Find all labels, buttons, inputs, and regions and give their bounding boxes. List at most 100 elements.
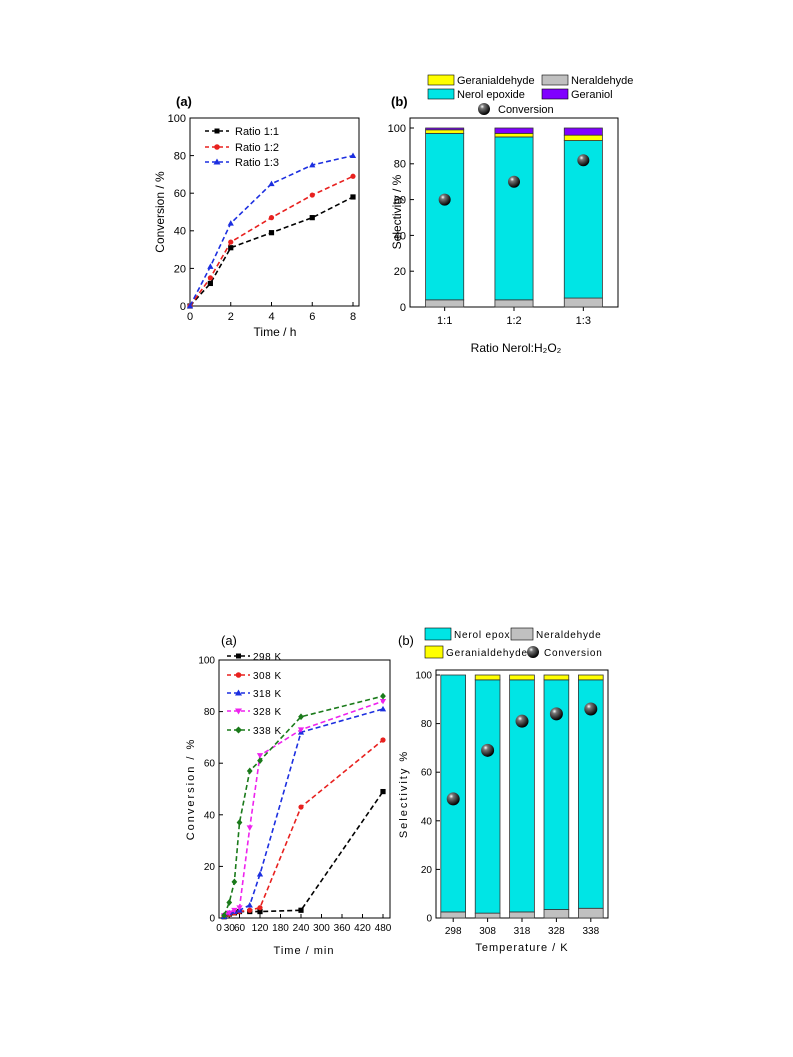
legend-marker bbox=[478, 103, 490, 115]
conversion-point bbox=[577, 154, 590, 167]
data-point bbox=[257, 757, 263, 764]
data-point bbox=[231, 878, 238, 886]
bar-segment bbox=[563, 297, 603, 308]
legend-marker bbox=[235, 708, 242, 715]
x-tick-label: 6 bbox=[309, 311, 315, 323]
data-point bbox=[207, 280, 213, 287]
bar-segment bbox=[474, 912, 501, 919]
legend-label: Geraniol bbox=[571, 89, 613, 101]
legend-item: Conversion bbox=[478, 103, 554, 116]
chart-top-a: (a) 0 20 40 60 80 100 0 2 4 6 8 Time / h Conversio… bbox=[153, 94, 360, 339]
bar-segment bbox=[578, 679, 604, 909]
legend-marker bbox=[235, 689, 242, 696]
bar-segment bbox=[425, 127, 465, 131]
y-tick-label: 80 bbox=[204, 707, 216, 718]
data-point bbox=[309, 192, 315, 198]
y-tick-label: 20 bbox=[174, 263, 186, 275]
bar-segment bbox=[440, 911, 466, 919]
y-axis-label: Conversion / % bbox=[185, 738, 197, 841]
data-point bbox=[380, 737, 386, 743]
x-axis-label: Time / min bbox=[274, 945, 335, 957]
y-tick-label: 20 bbox=[394, 266, 406, 278]
data-point bbox=[256, 871, 264, 877]
bar-segment bbox=[543, 909, 570, 919]
legend-swatch bbox=[427, 88, 455, 100]
data-point bbox=[247, 907, 253, 913]
legend-label: Nerol epoxide bbox=[457, 89, 525, 101]
x-tick-label: 120 bbox=[252, 923, 269, 934]
chart-top-b: (b) Geranialdehyde Neraldehyde Nerol epo… bbox=[388, 74, 633, 355]
y-axis-label: Selectivity / % bbox=[390, 174, 404, 249]
series-line bbox=[189, 196, 354, 307]
legend: Nerol epoxide Neraldehyde Geranialdehyde… bbox=[424, 627, 602, 659]
y-tick-label: 60 bbox=[421, 768, 433, 779]
bar-segment bbox=[509, 674, 535, 681]
data-point bbox=[349, 152, 357, 158]
legend-label: Ratio 1:1 bbox=[235, 126, 279, 138]
bar-segment bbox=[474, 674, 501, 681]
x-tick-label: 1:1 bbox=[437, 315, 452, 327]
data-point bbox=[298, 804, 304, 810]
legend-label: Geranialdehyde bbox=[446, 648, 528, 659]
legend-item: Nerol epoxide bbox=[424, 627, 525, 641]
x-tick-label: 318 bbox=[514, 926, 531, 937]
legend-item: Ratio 1:2 bbox=[205, 142, 279, 154]
x-tick-label: 1:3 bbox=[576, 315, 591, 327]
bar-segment bbox=[494, 136, 534, 301]
panel-label: (a) bbox=[176, 94, 192, 109]
y-tick-label: 100 bbox=[415, 671, 432, 682]
legend-item: Geranialdehyde bbox=[427, 74, 535, 87]
bar-segment bbox=[494, 132, 534, 138]
data-point bbox=[186, 302, 194, 309]
bar-segment bbox=[563, 140, 603, 299]
legend-marker bbox=[214, 144, 220, 150]
data-point bbox=[246, 767, 253, 775]
series-line bbox=[223, 695, 384, 916]
y-tick-label: 100 bbox=[168, 113, 186, 125]
panel-label: (a) bbox=[221, 633, 237, 648]
series bbox=[221, 698, 387, 919]
y-tick-label: 0 bbox=[426, 914, 432, 925]
x-tick-label: 360 bbox=[334, 923, 351, 934]
legend-item: Geraniol bbox=[541, 88, 613, 101]
conversion-point bbox=[584, 702, 598, 716]
conversion-point bbox=[508, 175, 520, 188]
conversion-point bbox=[438, 193, 451, 206]
y-tick-label: 100 bbox=[388, 123, 406, 135]
x-tick-label: 420 bbox=[354, 923, 371, 934]
legend-label: 328 K bbox=[253, 707, 282, 718]
legend-item: Neraldehyde bbox=[541, 74, 633, 87]
bar-segment bbox=[578, 907, 604, 919]
axes: 0 20 40 60 80 100 1:1 1:2 1:3 bbox=[388, 123, 591, 327]
legend-item: Conversion bbox=[527, 646, 602, 659]
y-tick-label: 40 bbox=[421, 816, 433, 827]
legend-label: Neraldehyde bbox=[536, 630, 602, 641]
legend-marker bbox=[527, 646, 539, 658]
bar-segment bbox=[509, 911, 535, 919]
conversion-point bbox=[549, 707, 563, 721]
data-point bbox=[379, 705, 387, 712]
x-axis-label: Temperature / K bbox=[475, 942, 568, 954]
data-point bbox=[257, 905, 263, 911]
legend-swatch bbox=[541, 88, 569, 100]
data-point bbox=[380, 692, 386, 700]
bar-segment bbox=[425, 299, 465, 308]
legend-label: Geranialdehyde bbox=[457, 75, 535, 87]
y-axis-label: Conversion / % bbox=[153, 171, 167, 253]
legend: Geranialdehyde Neraldehyde Nerol epoxide… bbox=[427, 74, 633, 116]
axes: 0 20 40 60 80 100 298 308 318 328 338 bbox=[415, 671, 599, 938]
y-tick-label: 0 bbox=[180, 301, 186, 313]
axes: 0 20 40 60 80 100 0 2 4 6 8 bbox=[168, 113, 356, 323]
chart-bottom-a: (a) 0 20 40 60 80 100 0 60 120 180 240 300 360 420 480… bbox=[185, 633, 392, 957]
series bbox=[187, 173, 356, 309]
legend-label: 318 K bbox=[253, 689, 282, 700]
legend-label: Ratio 1:3 bbox=[235, 157, 279, 169]
data-point bbox=[268, 215, 275, 221]
data-point bbox=[231, 907, 238, 914]
legend-item: 328 K bbox=[227, 707, 282, 718]
series bbox=[221, 788, 386, 920]
bar-segment bbox=[425, 129, 465, 134]
conversion-point bbox=[515, 714, 529, 728]
series-line bbox=[223, 739, 384, 918]
